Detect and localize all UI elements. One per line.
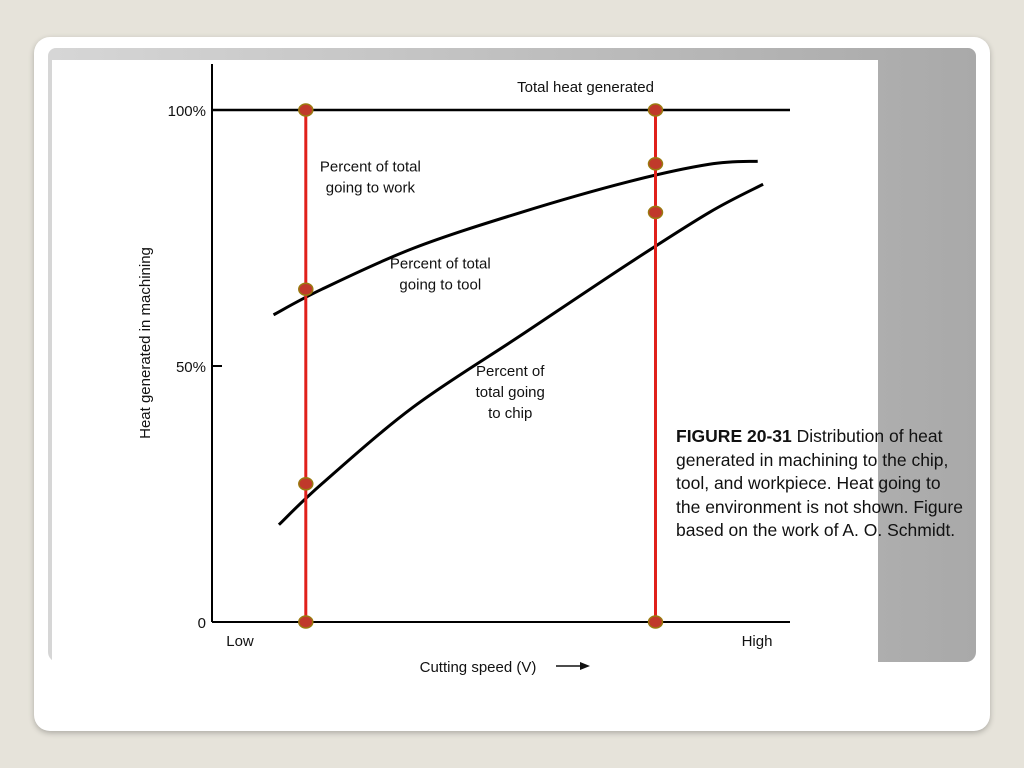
marker-point xyxy=(647,157,664,171)
annotation-line: going to work xyxy=(326,179,416,196)
y-tick-label: 50% xyxy=(176,359,206,376)
marker-point xyxy=(298,615,314,629)
chart-labels: Cutting speed (V) Heat generated in machi… xyxy=(137,79,654,676)
marker-point xyxy=(647,615,664,629)
y-tick-label: 0 xyxy=(198,615,206,632)
x-tick-label: High xyxy=(742,633,773,650)
vertical-markers xyxy=(298,103,664,629)
annotation-label: Total heat generated xyxy=(517,79,654,96)
annotation-line: Total heat generated xyxy=(517,79,654,96)
caption-label: FIGURE 20-31 xyxy=(676,426,792,446)
x-axis-arrow-head xyxy=(580,662,590,670)
annotation-line: going to tool xyxy=(399,277,481,294)
annotation-line: Percent of total xyxy=(390,256,491,273)
annotation-label: Percent of total going to work xyxy=(320,158,421,196)
marker-point xyxy=(647,103,664,117)
figure-caption: FIGURE 20-31 Distribution of heat genera… xyxy=(676,425,966,543)
annotation-label: Percent of total going to chip xyxy=(476,363,546,422)
series-line-work-boundary xyxy=(272,159,758,317)
annotation-line: total going xyxy=(476,384,545,401)
series-line-tool-boundary xyxy=(277,182,764,526)
caption-text: Distribution of heat generated in machin… xyxy=(676,426,963,540)
axes: 0 50% 100% Low High xyxy=(168,64,790,650)
annotation-line: Percent of xyxy=(476,363,545,380)
annotation-line: to chip xyxy=(488,405,532,422)
marker-point xyxy=(298,477,314,491)
x-tick-label: Low xyxy=(226,633,254,650)
x-axis-title: Cutting speed (V) xyxy=(420,659,537,676)
marker-point xyxy=(647,205,664,220)
annotation-label: Percent of total going to tool xyxy=(390,256,491,294)
annotation-line: Percent of total xyxy=(320,158,421,175)
y-axis-title: Heat generated in machining xyxy=(137,247,154,439)
marker-point xyxy=(298,282,314,296)
y-tick-label: 100% xyxy=(168,103,206,120)
marker-point xyxy=(298,103,314,117)
